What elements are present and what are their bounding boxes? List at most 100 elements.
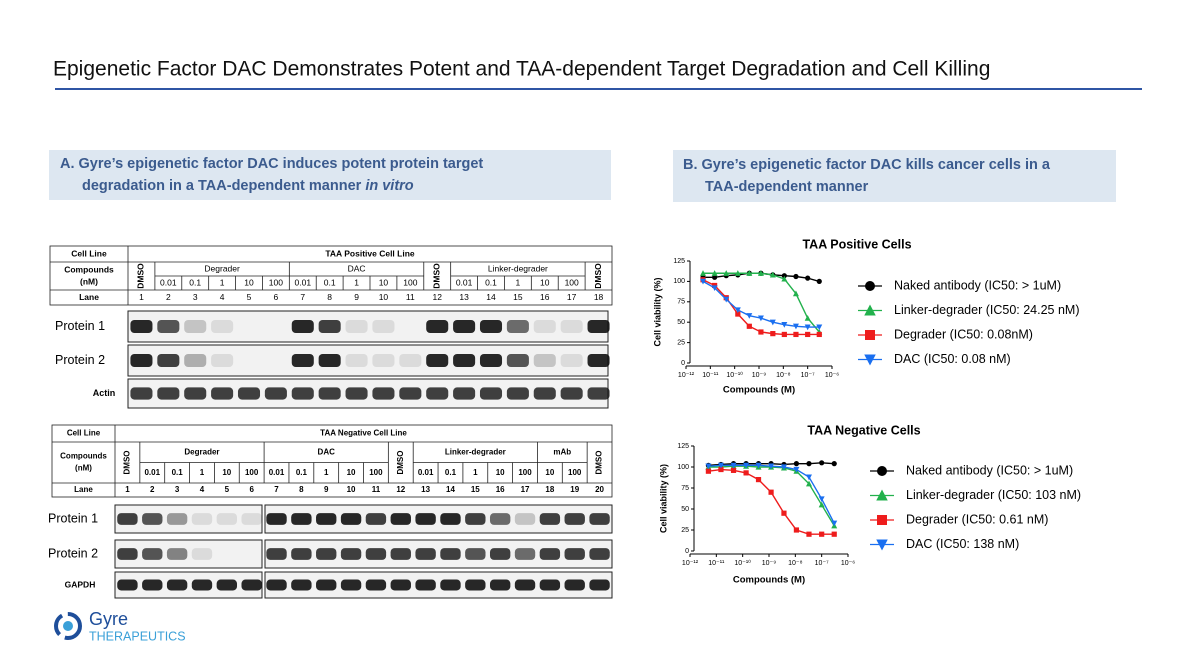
logo-name: Gyre <box>89 609 128 629</box>
blot-band <box>191 579 213 591</box>
blot-band <box>440 548 461 560</box>
data-point <box>804 315 811 321</box>
blot-band <box>291 387 314 400</box>
data-point <box>816 331 822 338</box>
data-point <box>735 311 741 317</box>
blot-band <box>211 319 234 334</box>
blot-band <box>390 548 411 560</box>
legend-label: DAC (IC50: 0.08 nM) <box>894 352 1011 366</box>
blot-band <box>390 579 411 591</box>
blot-band <box>130 319 153 334</box>
table-text: 10 <box>545 468 554 477</box>
blot-band <box>514 548 536 560</box>
blot-band <box>587 353 610 368</box>
table-text: DMSO <box>396 451 405 475</box>
table-text: 100 <box>568 468 582 477</box>
data-point <box>781 273 787 279</box>
blot-band <box>506 353 529 368</box>
legend-label: Linker-degrader (IC50: 103 nM) <box>906 488 1081 502</box>
table-text: 0.1 <box>324 277 336 287</box>
data-point <box>831 461 837 467</box>
table-text: 10 <box>379 292 389 302</box>
blot-band <box>291 319 314 334</box>
blot-band <box>340 513 362 525</box>
table-text: 0.1 <box>445 468 457 477</box>
table-text: 14 <box>486 292 496 302</box>
data-point <box>780 464 787 471</box>
table-text: 4 <box>200 485 205 494</box>
table-text: 8 <box>299 485 304 494</box>
table-text: (nM) <box>75 464 92 473</box>
x-tick-label: 10⁻¹¹ <box>708 560 725 567</box>
blot-band <box>533 353 556 368</box>
table-text: DAC <box>348 263 366 273</box>
table-text: Linker-degrader <box>445 447 506 456</box>
table-text: 10 <box>244 277 254 287</box>
blot-band <box>117 548 138 560</box>
blot-label: GAPDH <box>65 579 96 589</box>
blot-band <box>142 548 163 560</box>
legend-label: DAC (IC50: 138 nM) <box>906 537 1019 551</box>
table-text: 7 <box>300 292 305 302</box>
blot-band <box>117 513 138 525</box>
blot-band <box>587 319 610 334</box>
data-point <box>831 520 838 527</box>
data-point <box>819 531 825 537</box>
blot-band <box>216 513 238 525</box>
legend-label: Degrader (IC50: 0.61 nM) <box>906 512 1048 526</box>
blot-band <box>191 548 213 560</box>
blot-frame <box>114 539 263 569</box>
table-text: 10 <box>540 277 550 287</box>
table-text: 0.1 <box>172 468 184 477</box>
data-point <box>804 324 811 331</box>
table-text: 100 <box>269 277 283 287</box>
blot-band <box>426 387 449 400</box>
logo-icon <box>54 612 82 640</box>
table-text: 15 <box>513 292 523 302</box>
table-text: 3 <box>193 292 198 302</box>
blot-band <box>489 513 511 525</box>
table-text: 0.01 <box>295 277 312 287</box>
table-text: 7 <box>274 485 279 494</box>
blot-band <box>318 353 341 368</box>
blot-band <box>291 513 312 525</box>
blot-frame <box>114 504 263 534</box>
data-point <box>700 270 706 276</box>
blot-band <box>130 387 153 400</box>
table-text: 5 <box>247 292 252 302</box>
data-point <box>700 278 706 285</box>
blot-band <box>340 548 362 560</box>
x-tick-label: 10⁻⁸ <box>776 372 790 379</box>
table-border <box>51 424 613 498</box>
data-point <box>806 461 812 467</box>
table-text: 100 <box>518 468 532 477</box>
x-tick-label: 10⁻⁹ <box>752 372 766 379</box>
legend-marker <box>877 515 887 525</box>
y-axis-label: Cell viability (%) <box>652 277 662 346</box>
data-point <box>734 270 741 276</box>
table-text: 5 <box>225 485 230 494</box>
panel-a-heading-box <box>49 150 611 200</box>
table-text: Compounds <box>60 452 107 461</box>
table-text: 20 <box>595 485 604 494</box>
blot-band <box>365 513 387 525</box>
blot-band <box>479 319 503 334</box>
table-text: Compounds <box>64 264 114 274</box>
table-text: 13 <box>421 485 430 494</box>
data-point <box>705 468 712 474</box>
blot-band <box>211 387 234 400</box>
table-text: 6 <box>274 292 279 302</box>
y-tick-label: 25 <box>681 527 689 534</box>
blot-band <box>426 353 449 368</box>
y-tick-label: 125 <box>673 258 685 265</box>
data-point <box>793 331 799 338</box>
legend-marker <box>865 281 875 291</box>
data-point <box>793 273 799 280</box>
panel-b-heading: B. Gyre’s epigenetic factor DAC kills ca… <box>683 157 1051 173</box>
legend-label: Naked antibody (IC50: > 1uM) <box>894 278 1061 292</box>
panel-a-heading: A. Gyre’s epigenetic factor DAC induces … <box>60 156 483 172</box>
data-point <box>816 278 822 284</box>
data-point <box>781 510 787 516</box>
blot-band <box>533 387 556 400</box>
